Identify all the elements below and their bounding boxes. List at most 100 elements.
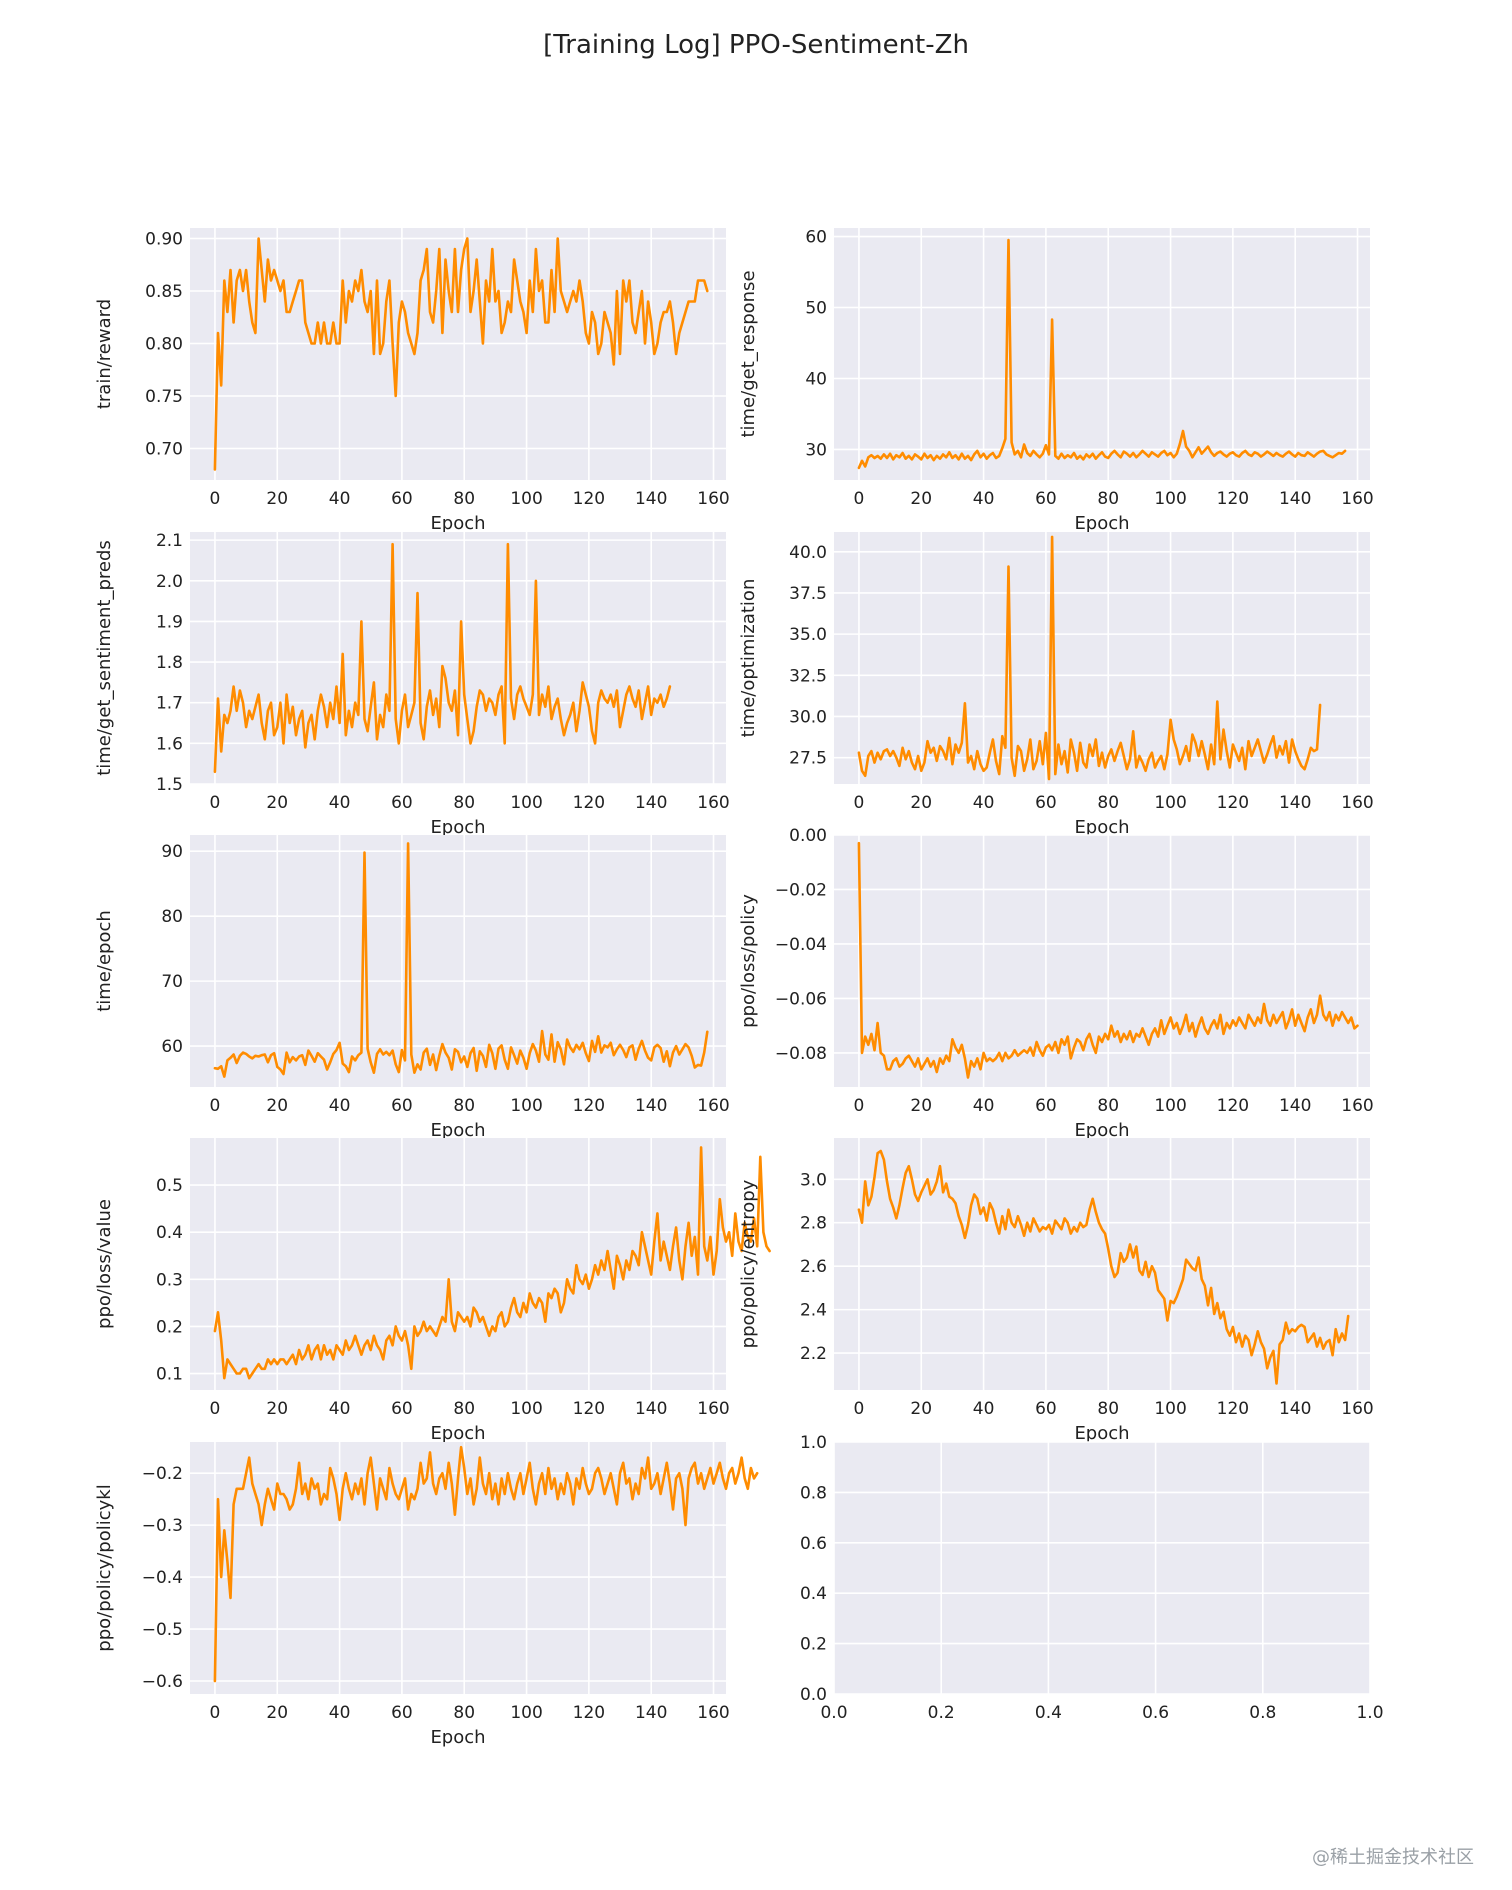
x-tick-label: 60 [391, 793, 413, 813]
series-line [857, 1149, 1350, 1385]
y-tick-label: 60 [805, 228, 827, 248]
x-tick-label: 80 [453, 793, 475, 813]
y-tick-label: 2.0 [156, 572, 183, 592]
x-tick-label: 20 [910, 1096, 932, 1116]
x-tick-label: 20 [910, 489, 932, 509]
y-tick-label: 1.9 [156, 612, 183, 632]
x-tick-label: 100 [1154, 1399, 1186, 1419]
y-tick-label: 1.6 [156, 734, 183, 754]
x-tick-label: 100 [510, 1703, 542, 1723]
x-tick-label: 20 [266, 1096, 288, 1116]
y-tick-label: 32.5 [789, 666, 827, 686]
y-tick-label: −0.06 [775, 989, 827, 1009]
x-tick-label: 40 [329, 489, 351, 509]
x-tick-label: 120 [1217, 1096, 1249, 1116]
x-tick-label: 140 [635, 1096, 667, 1116]
y-tick-label: 30.0 [789, 707, 827, 727]
y-tick-label: 0.90 [145, 230, 183, 250]
x-tick-label: 60 [391, 1399, 413, 1419]
x-tick-label: 80 [453, 489, 475, 509]
x-tick-label: 160 [697, 1399, 729, 1419]
y-tick-label: −0.02 [775, 880, 827, 900]
y-axis-label: train/reward [94, 299, 115, 409]
x-tick-label: 40 [973, 793, 995, 813]
x-tick-label: 120 [1217, 489, 1249, 509]
y-axis-label: time/optimization [738, 579, 759, 738]
y-tick-label: −0.04 [775, 935, 827, 955]
x-tick-label: 20 [266, 1399, 288, 1419]
x-tick-label: 80 [1097, 489, 1119, 509]
x-tick-label: 120 [1217, 1399, 1249, 1419]
x-axis-label: Epoch [430, 1423, 485, 1444]
y-tick-label: 30 [805, 440, 827, 460]
x-tick-label: 140 [1279, 1399, 1311, 1419]
y-tick-label: −0.2 [142, 1464, 183, 1484]
y-tick-label: 1.8 [156, 653, 183, 673]
x-axis-label: Epoch [1074, 1120, 1129, 1141]
x-tick-label: 0.8 [1249, 1703, 1276, 1723]
series-line [857, 238, 1347, 470]
x-tick-label: 20 [910, 793, 932, 813]
x-tick-label: 0 [210, 489, 221, 509]
y-tick-label: 60 [161, 1037, 183, 1057]
x-axis-label: Epoch [430, 513, 485, 534]
y-axis-label: ppo/loss/policy [738, 894, 759, 1028]
y-tick-label: 80 [161, 907, 183, 927]
y-tick-label: 2.8 [800, 1214, 827, 1234]
x-tick-label: 160 [1341, 1399, 1373, 1419]
x-tick-label: 140 [635, 793, 667, 813]
y-axis-label: time/get_sentiment_preds [94, 540, 115, 776]
x-tick-label: 0 [854, 1096, 865, 1116]
x-tick-label: 140 [635, 1703, 667, 1723]
x-tick-label: 0 [210, 1399, 221, 1419]
x-tick-label: 100 [510, 1399, 542, 1419]
x-tick-label: 0.4 [1035, 1703, 1062, 1723]
series-line [213, 542, 672, 774]
x-tick-label: 160 [1341, 489, 1373, 509]
chart-panel: 0 20 40 60 80 100 120 140 160 2.2 2.4 2.6 2.8 3.0 Epoc… [738, 1138, 1374, 1444]
x-axis-label: Epoch [1074, 513, 1129, 534]
x-tick-label: 60 [391, 489, 413, 509]
y-tick-label: 50 [805, 299, 827, 319]
y-tick-label: 0.00 [789, 826, 827, 846]
x-tick-label: 0 [854, 489, 865, 509]
y-axis-label: ppo/policy/entropy [738, 1179, 759, 1348]
x-tick-label: 0 [210, 1703, 221, 1723]
y-tick-label: 40.0 [789, 543, 827, 563]
x-tick-label: 40 [329, 1703, 351, 1723]
plot-area [834, 228, 1370, 480]
x-tick-label: 0.6 [1142, 1703, 1169, 1723]
x-tick-label: 100 [510, 489, 542, 509]
plot-area [190, 532, 726, 784]
plot-area [190, 1138, 726, 1390]
y-tick-label: 0.2 [156, 1317, 183, 1337]
y-tick-label: 0.1 [156, 1365, 183, 1385]
y-tick-label: 0.8 [800, 1483, 827, 1503]
x-tick-label: 0.2 [928, 1703, 955, 1723]
x-tick-label: 20 [910, 1399, 932, 1419]
x-tick-label: 100 [510, 793, 542, 813]
watermark: @稀土掘金技术社区 [1312, 1847, 1474, 1868]
y-tick-label: 70 [161, 972, 183, 992]
y-tick-label: 90 [161, 842, 183, 862]
x-tick-label: 40 [973, 1399, 995, 1419]
x-tick-label: 60 [1035, 1096, 1057, 1116]
x-tick-label: 20 [266, 1703, 288, 1723]
y-axis-label: time/epoch [94, 910, 115, 1012]
x-axis-label: Epoch [430, 817, 485, 838]
x-tick-label: 20 [266, 489, 288, 509]
x-tick-label: 100 [1154, 793, 1186, 813]
chart-panel: 0 20 40 60 80 100 120 140 160 −0.08 −0.06 −0.04 −0.0… [738, 826, 1374, 1141]
y-tick-label: −0.6 [142, 1672, 183, 1692]
y-tick-label: 37.5 [789, 584, 827, 604]
series-line [857, 841, 1359, 1079]
y-tick-label: 0.85 [145, 282, 183, 302]
y-tick-label: 2.1 [156, 531, 183, 551]
y-tick-label: −0.5 [142, 1620, 183, 1640]
chart-panel: 0 20 40 60 80 100 120 140 160 0.1 0.2 0.3 0.4 0.5 Epoc… [94, 1138, 771, 1444]
x-tick-label: 100 [1154, 489, 1186, 509]
y-tick-label: 0.5 [156, 1176, 183, 1196]
plot-area [834, 1442, 1370, 1694]
x-tick-label: 0 [210, 1096, 221, 1116]
plot-area [834, 1138, 1370, 1390]
